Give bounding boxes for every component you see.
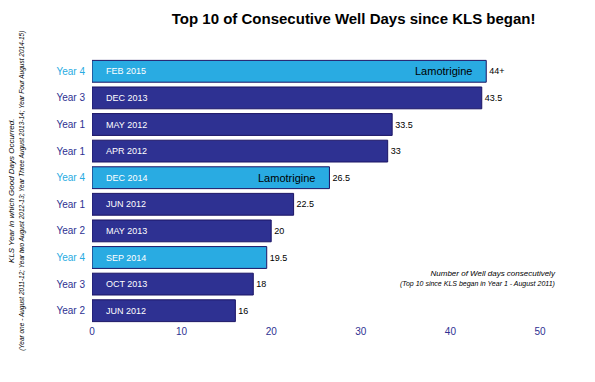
svg-text:26.5: 26.5: [332, 173, 350, 183]
svg-text:KLS Year in which Good Days Oc: KLS Year in which Good Days Occurred.(Ye…: [7, 31, 26, 351]
svg-text:MAY 2012: MAY 2012: [106, 120, 147, 130]
svg-text:OCT 2013: OCT 2013: [106, 279, 147, 289]
svg-text:DEC 2013: DEC 2013: [106, 93, 148, 103]
svg-text:22.5: 22.5: [297, 199, 315, 209]
svg-text:50: 50: [534, 326, 546, 337]
svg-text:Year 4: Year 4: [56, 172, 85, 183]
svg-text:Year 4: Year 4: [56, 66, 85, 77]
svg-text:Year 1: Year 1: [56, 146, 85, 157]
svg-text:Year 3: Year 3: [56, 92, 85, 103]
svg-text:APR 2012: APR 2012: [106, 146, 147, 156]
svg-text:10: 10: [176, 326, 188, 337]
svg-text:43.5: 43.5: [485, 93, 503, 103]
svg-text:Lamotrigine: Lamotrigine: [258, 172, 315, 184]
svg-text:30: 30: [355, 326, 367, 337]
svg-text:DEC 2014: DEC 2014: [106, 173, 148, 183]
svg-text:JUN 2012: JUN 2012: [106, 306, 146, 316]
svg-text:Top 10 of Consecutive Well Day: Top 10 of Consecutive Well Days since KL…: [172, 10, 536, 27]
svg-text:44+: 44+: [489, 66, 504, 76]
svg-text:33: 33: [391, 146, 401, 156]
svg-text:0: 0: [89, 326, 95, 337]
svg-text:40: 40: [445, 326, 457, 337]
svg-text:Lamotrigine: Lamotrigine: [415, 65, 472, 77]
svg-text:19.5: 19.5: [270, 253, 288, 263]
svg-text:Number of Well days consecutiv: Number of Well days consecutively(Top 10…: [400, 269, 556, 288]
svg-text:Year 4: Year 4: [56, 252, 85, 263]
svg-text:18: 18: [256, 279, 266, 289]
svg-text:Year 1: Year 1: [56, 119, 85, 130]
svg-text:JUN 2012: JUN 2012: [106, 199, 146, 209]
svg-text:MAY 2013: MAY 2013: [106, 226, 147, 236]
svg-text:Year 1: Year 1: [56, 199, 85, 210]
svg-text:SEP 2014: SEP 2014: [106, 253, 146, 263]
svg-text:Year 3: Year 3: [56, 279, 85, 290]
svg-text:Year 2: Year 2: [56, 305, 85, 316]
svg-text:20: 20: [274, 226, 284, 236]
svg-text:Year 2: Year 2: [56, 225, 85, 236]
svg-text:FEB 2015: FEB 2015: [106, 66, 146, 76]
svg-text:20: 20: [266, 326, 278, 337]
svg-text:33.5: 33.5: [395, 120, 413, 130]
svg-text:16: 16: [238, 306, 248, 316]
